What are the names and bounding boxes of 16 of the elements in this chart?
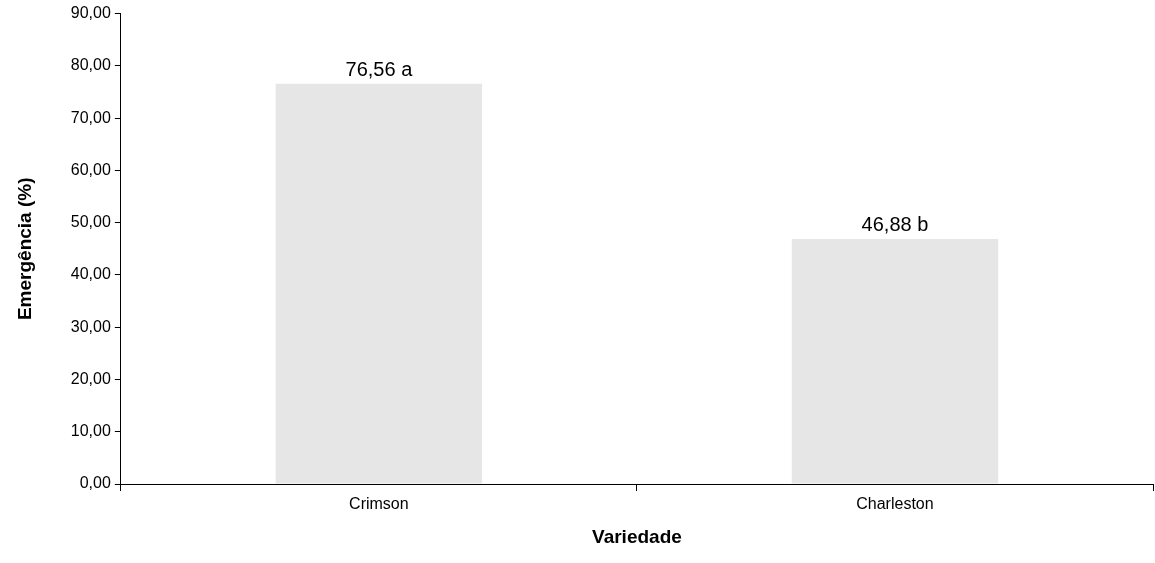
y-tick-label: 20,00 [70, 369, 111, 387]
data-label: 76,56 a [345, 58, 414, 81]
y-tick-label: 70,00 [70, 108, 111, 126]
data-label: 46,88 b [861, 213, 929, 236]
y-tick-label: 50,00 [70, 213, 111, 231]
y-tick-label: 0,00 [79, 474, 111, 492]
y-tick-label: 30,00 [70, 317, 111, 335]
x-axis-title: Variedade [592, 525, 682, 547]
x-tick-label: Crimson [349, 495, 409, 513]
y-axis-title: Emergência (%) [13, 177, 35, 321]
y-tick-label: 60,00 [70, 160, 111, 178]
y-tick-label: 90,00 [70, 4, 111, 22]
y-tick-label: 40,00 [70, 265, 111, 283]
y-tick-label: 80,00 [70, 56, 111, 74]
x-tick-label: Charleston [856, 495, 934, 513]
y-tick-label: 10,00 [70, 422, 111, 440]
